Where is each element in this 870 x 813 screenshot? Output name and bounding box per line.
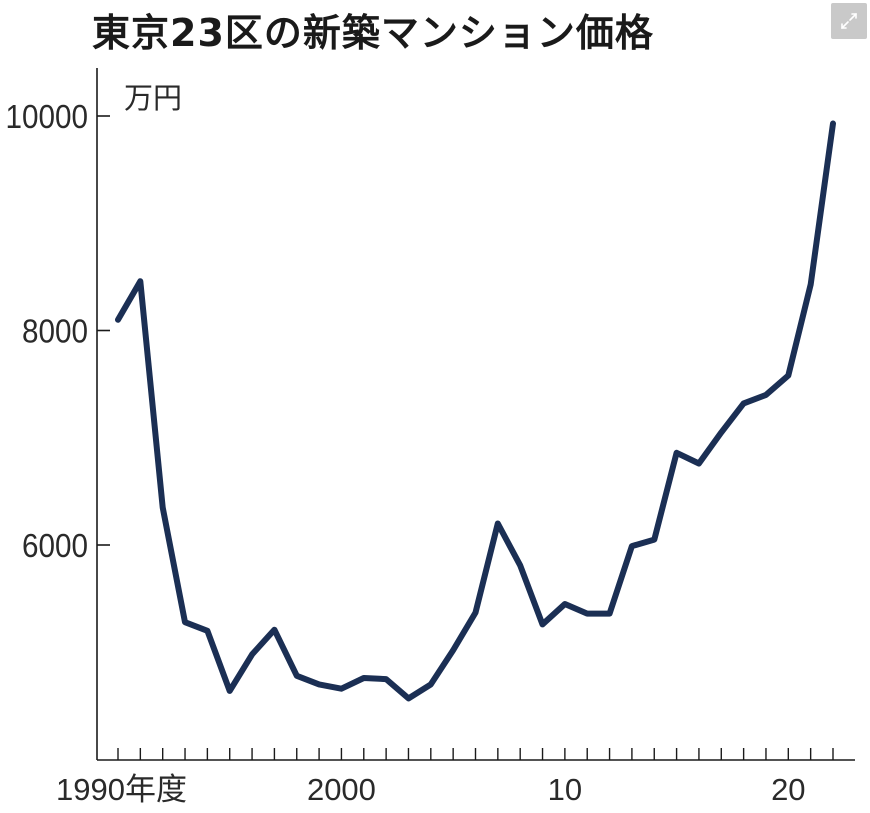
x-tick-label: 2000 bbox=[307, 772, 376, 807]
y-tick-label: 8000 bbox=[22, 313, 88, 350]
x-tick-label: 1990年度 bbox=[56, 772, 187, 807]
price-series-line bbox=[115, 120, 836, 702]
x-tick-label: 20 bbox=[771, 772, 805, 807]
page-title: 東京23区の新築マンション価格 bbox=[92, 11, 654, 55]
y-tick-label: 6000 bbox=[22, 527, 88, 564]
expand-icon bbox=[841, 13, 857, 29]
expand-button[interactable] bbox=[831, 3, 867, 39]
y-axis-unit-label: 万円 bbox=[124, 81, 182, 115]
x-tick-label: 10 bbox=[548, 772, 582, 807]
y-tick-label: 10000 bbox=[6, 98, 89, 135]
